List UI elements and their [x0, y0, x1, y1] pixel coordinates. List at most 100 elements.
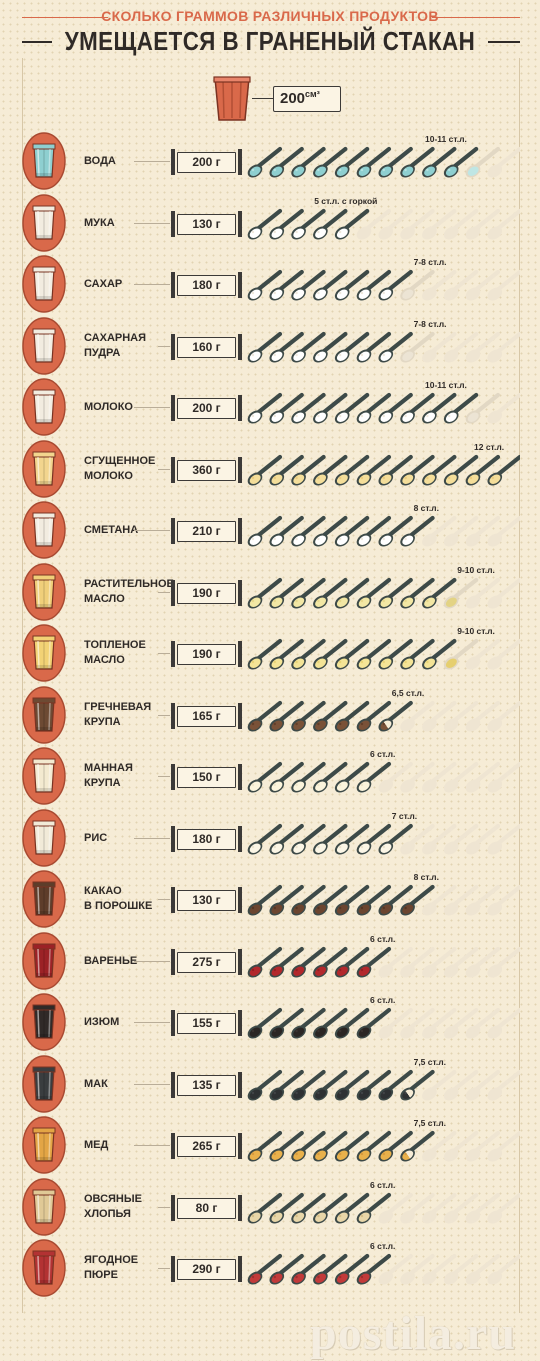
- leader-line: [134, 838, 170, 839]
- spoon-count-label: 10-11 ст.л.: [425, 134, 467, 144]
- empty-spoon: [487, 823, 522, 855]
- spoon: [269, 1192, 304, 1224]
- glass-icon: [22, 993, 66, 1051]
- spoon-chart: [247, 823, 522, 855]
- product-name: МЕД: [84, 1138, 108, 1153]
- product-name-line: РИС: [84, 832, 108, 844]
- spoon: [378, 331, 413, 363]
- spoon: [356, 269, 392, 301]
- weight-badge: 130 г: [171, 211, 242, 237]
- empty-spoon: [465, 269, 501, 301]
- spoon: [269, 454, 304, 486]
- product-name-line: ГРЕЧНЕВАЯ: [84, 701, 152, 713]
- empty-spoon: [400, 761, 435, 793]
- glass-icon: [22, 1239, 66, 1297]
- subtitle: СКОЛЬКО ГРАММОВ РАЗЛИЧНЫХ ПРОДУКТОВ: [101, 8, 439, 24]
- empty-spoon: [443, 823, 479, 855]
- spoon-count-label: 7 ст.л.: [391, 811, 418, 821]
- product-name: ВОДА: [84, 154, 116, 169]
- spoon-row: 10-11 ст.л.: [244, 376, 522, 438]
- spoon: [291, 269, 326, 301]
- empty-spoon: [400, 1007, 435, 1039]
- frame-line-right: [519, 58, 520, 1313]
- spoon: [269, 331, 304, 363]
- spoon: [400, 638, 435, 670]
- spoon-row: 6 ст.л.: [244, 1237, 522, 1299]
- spoon: [334, 823, 370, 855]
- product-name: ЯГОДНОЕ ПЮРЕ: [84, 1253, 138, 1283]
- spoon-chart: [247, 1007, 522, 1039]
- spoon: [313, 946, 348, 978]
- leader-line: [158, 1268, 170, 1269]
- product-name-line: МАННАЯ: [84, 762, 133, 774]
- spoon: [269, 1130, 304, 1162]
- spoon: [443, 146, 479, 178]
- glass-icon: [22, 194, 66, 252]
- spoon: [313, 577, 348, 609]
- spoon: [356, 638, 392, 670]
- glass-icon: [22, 501, 66, 559]
- empty-spoon: [443, 269, 479, 301]
- spoon: [400, 146, 435, 178]
- spoon: [378, 700, 413, 732]
- empty-spoon: [487, 1192, 522, 1224]
- product-name-line: МОЛОКО: [84, 470, 133, 482]
- spoon-row: 6 ст.л.: [244, 745, 522, 807]
- spoon-chart: [247, 1192, 522, 1224]
- spoon: [378, 638, 413, 670]
- spoon: [378, 515, 413, 547]
- weight-badge: 360 г: [171, 457, 242, 483]
- spoon: [313, 269, 348, 301]
- spoon: [443, 454, 479, 486]
- spoon-row: 9-10 ст.л.: [244, 561, 522, 623]
- spoon-chart: [247, 577, 522, 609]
- spoon: [356, 1253, 392, 1285]
- spoon: [291, 392, 326, 424]
- empty-spoon: [487, 146, 522, 178]
- header: СКОЛЬКО ГРАММОВ РАЗЛИЧНЫХ ПРОДУКТОВ УМЕЩ…: [0, 0, 540, 60]
- empty-spoon: [443, 761, 479, 793]
- spoon: [313, 638, 348, 670]
- empty-spoon: [465, 208, 501, 240]
- spoon: [465, 146, 501, 178]
- spoon: [400, 269, 435, 301]
- spoon: [422, 638, 457, 670]
- product-name-line: ВАРЕНЬЕ: [84, 955, 138, 967]
- spoon-row: 6 ст.л.: [244, 1176, 522, 1238]
- product-name-line: МОЛОКО: [84, 401, 133, 413]
- spoon: [334, 208, 370, 240]
- spoon: [269, 884, 304, 916]
- weight-badge: 155 г: [171, 1010, 242, 1036]
- spoon: [356, 823, 392, 855]
- product-name-line: МЕД: [84, 1139, 109, 1151]
- spoon-count-label: 7-8 ст.л.: [413, 319, 447, 329]
- volume-value: 200: [280, 90, 306, 107]
- spoon: [313, 1253, 348, 1285]
- empty-spoon: [356, 208, 392, 240]
- product-name: КАКАО В ПОРОШКЕ: [84, 884, 152, 914]
- spoon-count-label: 7,5 ст.л.: [413, 1057, 447, 1067]
- spoon-count-label: 6 ст.л.: [370, 1241, 396, 1251]
- empty-spoon: [422, 1192, 457, 1224]
- frame-line-left: [22, 58, 23, 1313]
- spoon: [356, 515, 392, 547]
- spoon-chart: [247, 269, 522, 301]
- leader-line: [158, 776, 170, 777]
- spoon: [400, 331, 435, 363]
- spoon: [291, 1130, 326, 1162]
- spoon: [247, 454, 283, 486]
- product-row: ИЗЮМ 155 г 6 ст.л.: [0, 991, 540, 1053]
- empty-spoon: [443, 1192, 479, 1224]
- product-name: РИС: [84, 831, 107, 846]
- empty-spoon: [465, 638, 501, 670]
- weight-badge: 190 г: [171, 580, 242, 606]
- spoon: [378, 884, 413, 916]
- spoon: [356, 454, 392, 486]
- spoon: [247, 884, 283, 916]
- spoon-count-label: 5 ст.л. с горкой: [314, 196, 378, 206]
- empty-spoon: [465, 331, 501, 363]
- spoon: [400, 577, 435, 609]
- spoon: [247, 638, 283, 670]
- spoon-row: 7-8 ст.л.: [244, 315, 522, 377]
- spoon: [247, 700, 283, 732]
